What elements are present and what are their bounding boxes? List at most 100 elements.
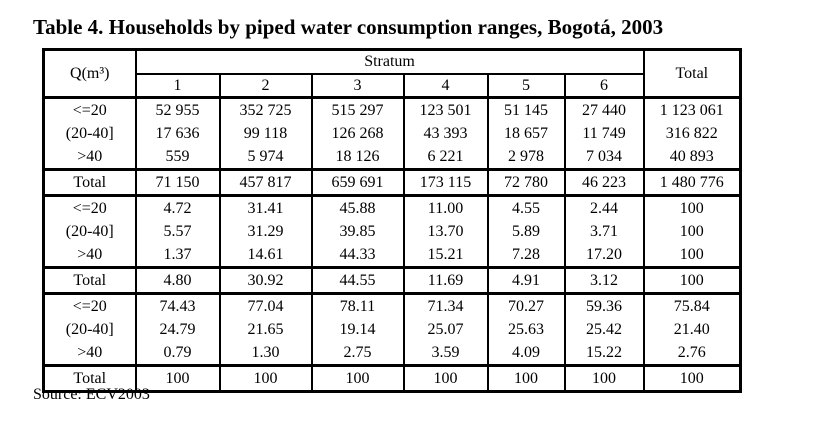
cell: 316 822: [642, 122, 742, 145]
cell: 4.55: [486, 195, 566, 220]
stratum-col-header-1: 1: [134, 74, 221, 99]
cell: 15.22: [563, 341, 645, 366]
cell: 100: [134, 364, 221, 393]
cell: 52 955: [134, 97, 221, 122]
table-caption: Table 4. Households by piped water consu…: [33, 15, 664, 39]
cell: 44.55: [310, 266, 405, 295]
stratum-col-header-6: 6: [563, 74, 645, 99]
row-label: >40: [42, 341, 137, 366]
cell: 70.27: [486, 293, 566, 318]
cell: 3.12: [563, 266, 645, 295]
header-row-1: Q(m³) Stratum Total: [42, 49, 742, 99]
cell: 2.76: [642, 341, 742, 366]
cell: 45.88: [310, 195, 405, 220]
stratum-col-header-3: 3: [310, 74, 405, 99]
cell: 71.34: [402, 293, 489, 318]
cell: 2 978: [486, 145, 566, 170]
cell: 18 657: [486, 122, 566, 145]
cell: 4.72: [134, 195, 221, 220]
table-row-counts-gt40: >40 559 5 974 18 126 6 221 2 978 7 034 4…: [42, 145, 742, 170]
cell: 78.11: [310, 293, 405, 318]
cell: 6 221: [402, 145, 489, 170]
cell: 100: [642, 195, 742, 220]
cell: 99 118: [218, 122, 313, 145]
row-label: >40: [42, 243, 137, 268]
cell: 11.00: [402, 195, 489, 220]
cell: 1 480 776: [642, 168, 742, 197]
cell: 7.28: [486, 243, 566, 268]
cell: 43 393: [402, 122, 489, 145]
cell: 2.75: [310, 341, 405, 366]
cell: 11 749: [563, 122, 645, 145]
cell: 559: [134, 145, 221, 170]
cell: 1.37: [134, 243, 221, 268]
corner-header-q-m3: Q(m³): [42, 49, 137, 99]
cell: 71 150: [134, 168, 221, 197]
cell: 123 501: [402, 97, 489, 122]
row-label: Total: [42, 364, 137, 393]
cell: 25.07: [402, 318, 489, 341]
header-row-2: 1 2 3 4 5 6: [44, 74, 741, 99]
cell: 100: [218, 364, 313, 393]
cell: 30.92: [218, 266, 313, 295]
row-label: (20-40]: [42, 122, 137, 145]
cell: 173 115: [402, 168, 489, 197]
table-row-rowpct-total: Total 100 100 100 100 100 100 100: [42, 364, 742, 393]
cell: 25.42: [563, 318, 645, 341]
cell: 13.70: [402, 220, 489, 243]
cell: 100: [563, 364, 645, 393]
cell: 352 725: [218, 97, 313, 122]
cell: 5 974: [218, 145, 313, 170]
cell: 100: [642, 266, 742, 295]
cell: 77.04: [218, 293, 313, 318]
cell: 457 817: [218, 168, 313, 197]
row-label: Total: [42, 168, 137, 197]
table-row-counts-20-40: (20-40] 17 636 99 118 126 268 43 393 18 …: [42, 122, 742, 145]
row-label: (20-40]: [42, 318, 137, 341]
stratum-group-header: Stratum: [134, 49, 645, 75]
table-row-colpct-20-40: (20-40] 5.57 31.29 39.85 13.70 5.89 3.71…: [42, 220, 742, 243]
cell: 11.69: [402, 266, 489, 295]
cell: 27 440: [563, 97, 645, 122]
stratum-col-header-2: 2: [218, 74, 313, 99]
stratum-col-header-5: 5: [486, 74, 566, 99]
table-row-counts-le20: <=20 52 955 352 725 515 297 123 501 51 1…: [42, 97, 742, 122]
cell: 14.61: [218, 243, 313, 268]
cell: 74.43: [134, 293, 221, 318]
consumption-table: Q(m³) Stratum Total 1 2 3 4 5 6 <=20 52 …: [42, 48, 743, 393]
total-column-header: Total: [642, 49, 742, 99]
table-row-rowpct-gt40: >40 0.79 1.30 2.75 3.59 4.09 15.22 2.76: [42, 341, 742, 366]
row-label: (20-40]: [42, 220, 137, 243]
row-label: >40: [42, 145, 137, 170]
cell: 39.85: [310, 220, 405, 243]
cell: 44.33: [310, 243, 405, 268]
cell: 0.79: [134, 341, 221, 366]
cell: 5.57: [134, 220, 221, 243]
cell: 19.14: [310, 318, 405, 341]
cell: 59.36: [563, 293, 645, 318]
cell: 51 145: [486, 97, 566, 122]
table-row-colpct-total: Total 4.80 30.92 44.55 11.69 4.91 3.12 1…: [42, 266, 742, 295]
cell: 40 893: [642, 145, 742, 170]
cell: 659 691: [310, 168, 405, 197]
cell: 3.71: [563, 220, 645, 243]
cell: 21.40: [642, 318, 742, 341]
cell: 515 297: [310, 97, 405, 122]
row-label: <=20: [42, 293, 137, 318]
cell: 5.89: [486, 220, 566, 243]
cell: 17.20: [563, 243, 645, 268]
table-row-colpct-le20: <=20 4.72 31.41 45.88 11.00 4.55 2.44 10…: [42, 195, 742, 220]
source-note: Source: ECV2003: [33, 386, 150, 403]
row-label: <=20: [42, 195, 137, 220]
cell: 31.41: [218, 195, 313, 220]
cell: 100: [486, 364, 566, 393]
cell: 1 123 061: [642, 97, 742, 122]
cell: 21.65: [218, 318, 313, 341]
table-row-colpct-gt40: >40 1.37 14.61 44.33 15.21 7.28 17.20 10…: [42, 243, 742, 268]
table-row-rowpct-20-40: (20-40] 24.79 21.65 19.14 25.07 25.63 25…: [42, 318, 742, 341]
cell: 4.91: [486, 266, 566, 295]
cell: 31.29: [218, 220, 313, 243]
cell: 100: [642, 220, 742, 243]
cell: 15.21: [402, 243, 489, 268]
